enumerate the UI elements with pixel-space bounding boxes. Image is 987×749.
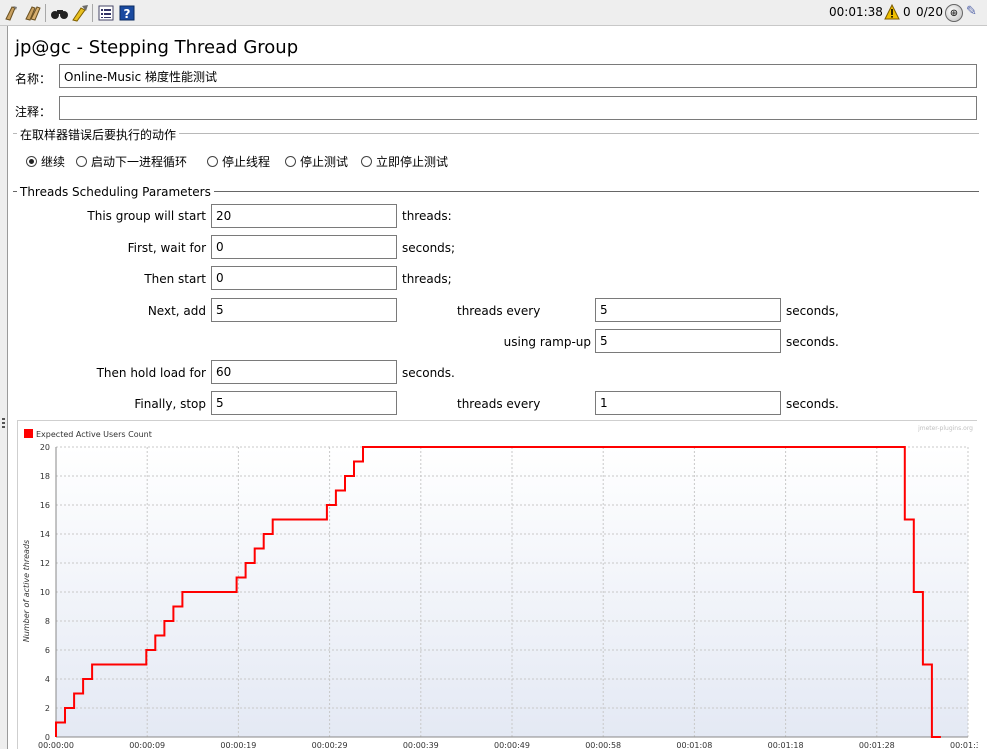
stop-every-label: threads every bbox=[457, 397, 541, 411]
hold-unit: seconds. bbox=[402, 366, 455, 380]
increment-label: Next, add bbox=[147, 304, 206, 318]
radio-button[interactable] bbox=[76, 156, 87, 167]
x-tick-label: 00:01:08 bbox=[676, 741, 712, 749]
y-tick-label: 14 bbox=[40, 530, 50, 539]
start-threads-unit: threads: bbox=[402, 209, 452, 223]
main-toolbar: ? 00:01:38 0 0/20 ⊕ ✎ bbox=[0, 0, 987, 26]
legend-label: Expected Active Users Count bbox=[36, 430, 152, 439]
radio-stop-test-now[interactable]: 立即停止测试 bbox=[361, 153, 448, 170]
active-thread-count: 0/20 bbox=[916, 5, 943, 19]
clear-all-icon[interactable] bbox=[23, 3, 43, 23]
increment-field[interactable] bbox=[211, 298, 397, 322]
x-tick-label: 00:00:39 bbox=[403, 741, 439, 749]
series-line bbox=[55, 446, 941, 738]
comment-label: 注释： bbox=[15, 105, 52, 119]
initial-threads-field[interactable] bbox=[211, 266, 397, 290]
function-helper-icon[interactable] bbox=[96, 3, 116, 23]
y-tick-label: 10 bbox=[40, 588, 50, 597]
y-axis-label: Number of active threads bbox=[22, 540, 31, 642]
y-tick-label: 0 bbox=[45, 733, 50, 742]
y-tick-label: 18 bbox=[40, 472, 50, 481]
radio-continue[interactable]: 继续 bbox=[26, 153, 65, 170]
log-viewer-icon[interactable]: ✎ bbox=[966, 4, 977, 19]
initial-delay-label: First, wait for bbox=[127, 241, 206, 255]
x-tick-label: 00:01:38 bbox=[950, 741, 978, 749]
name-label: 名称： bbox=[15, 72, 52, 86]
x-tick-label: 00:00:19 bbox=[220, 741, 256, 749]
radio-label: 继续 bbox=[41, 155, 66, 169]
clear-icon[interactable] bbox=[2, 3, 22, 23]
help-icon[interactable]: ? bbox=[117, 3, 137, 23]
initial-threads-unit: threads; bbox=[402, 272, 452, 286]
increment-every-label: threads every bbox=[457, 304, 541, 318]
legend-swatch bbox=[24, 429, 33, 438]
splitter-grip[interactable] bbox=[2, 418, 5, 430]
name-field[interactable] bbox=[59, 64, 977, 88]
initial-threads-label: Then start bbox=[144, 272, 206, 286]
stop-field[interactable] bbox=[211, 391, 397, 415]
divider bbox=[13, 191, 979, 192]
increment-period-field[interactable] bbox=[595, 298, 781, 322]
radio-stop-test[interactable]: 停止测试 bbox=[285, 153, 348, 170]
x-tick-label: 00:00:49 bbox=[494, 741, 530, 749]
radio-label: 立即停止测试 bbox=[376, 155, 449, 169]
rampup-unit: seconds. bbox=[786, 335, 839, 349]
initial-delay-field[interactable] bbox=[211, 235, 397, 259]
error-count: 0 bbox=[903, 5, 911, 19]
y-tick-label: 20 bbox=[40, 443, 50, 452]
x-tick-label: 00:01:18 bbox=[768, 741, 804, 749]
y-tick-label: 4 bbox=[45, 675, 50, 684]
y-tick-label: 6 bbox=[45, 646, 50, 655]
x-tick-label: 00:01:28 bbox=[859, 741, 895, 749]
expected-users-chart: 0 2 4 6 8 10 12 14 16 18 20 00:00:00 00:00:09 00:00:1… bbox=[17, 420, 978, 749]
start-threads-label: This group will start bbox=[87, 209, 206, 223]
comment-field[interactable] bbox=[59, 96, 977, 120]
radio-button[interactable] bbox=[285, 156, 296, 167]
increment-period-unit: seconds, bbox=[786, 304, 839, 318]
svg-text:?: ? bbox=[124, 7, 131, 21]
stop-label: Finally, stop bbox=[134, 397, 206, 411]
stop-period-unit: seconds. bbox=[786, 397, 839, 411]
chart-canvas: 0 2 4 6 8 10 12 14 16 18 20 00:00:00 00:00:09 00:00:1… bbox=[22, 425, 978, 749]
x-tick-label: 00:00:00 bbox=[38, 741, 74, 749]
y-tick-label: 12 bbox=[40, 559, 50, 568]
search-icon[interactable] bbox=[50, 3, 70, 23]
radio-start-next-loop[interactable]: 启动下一进程循环 bbox=[76, 153, 187, 170]
start-threads-field[interactable] bbox=[211, 204, 397, 228]
radio-button[interactable] bbox=[207, 156, 218, 167]
radio-label: 启动下一进程循环 bbox=[91, 155, 188, 169]
y-tick-label: 16 bbox=[40, 501, 50, 510]
divider bbox=[13, 133, 979, 134]
watermark: jmeter-plugins.org bbox=[917, 425, 973, 432]
rampup-label: using ramp-up bbox=[503, 335, 591, 349]
stop-period-field[interactable] bbox=[595, 391, 781, 415]
radio-label: 停止测试 bbox=[300, 155, 349, 169]
initial-delay-unit: seconds; bbox=[402, 241, 456, 255]
hold-label: Then hold load for bbox=[96, 366, 206, 380]
radio-label: 停止线程 bbox=[222, 155, 271, 169]
reset-search-icon[interactable] bbox=[71, 3, 91, 23]
rampup-field[interactable] bbox=[595, 329, 781, 353]
elapsed-time: 00:01:38 bbox=[829, 5, 883, 19]
tree-splitter[interactable] bbox=[0, 26, 8, 749]
x-tick-label: 00:00:29 bbox=[312, 741, 348, 749]
scheduling-title: Threads Scheduling Parameters bbox=[17, 185, 214, 199]
radio-stop-thread[interactable]: 停止线程 bbox=[207, 153, 270, 170]
hold-field[interactable] bbox=[211, 360, 397, 384]
radio-button[interactable] bbox=[361, 156, 372, 167]
x-tick-label: 00:00:09 bbox=[129, 741, 165, 749]
error-action-title: 在取样器错误后要执行的动作 bbox=[17, 126, 180, 143]
y-tick-label: 2 bbox=[45, 704, 50, 713]
x-tick-label: 00:00:58 bbox=[585, 741, 621, 749]
remote-status-icon[interactable]: ⊕ bbox=[945, 4, 963, 22]
page-title: jp@gc - Stepping Thread Group bbox=[15, 37, 299, 58]
y-tick-label: 8 bbox=[45, 617, 50, 626]
warning-icon[interactable] bbox=[884, 4, 900, 20]
thread-group-panel: jp@gc - Stepping Thread Group 名称： 注释： 在取… bbox=[9, 27, 987, 749]
radio-button[interactable] bbox=[26, 156, 37, 167]
